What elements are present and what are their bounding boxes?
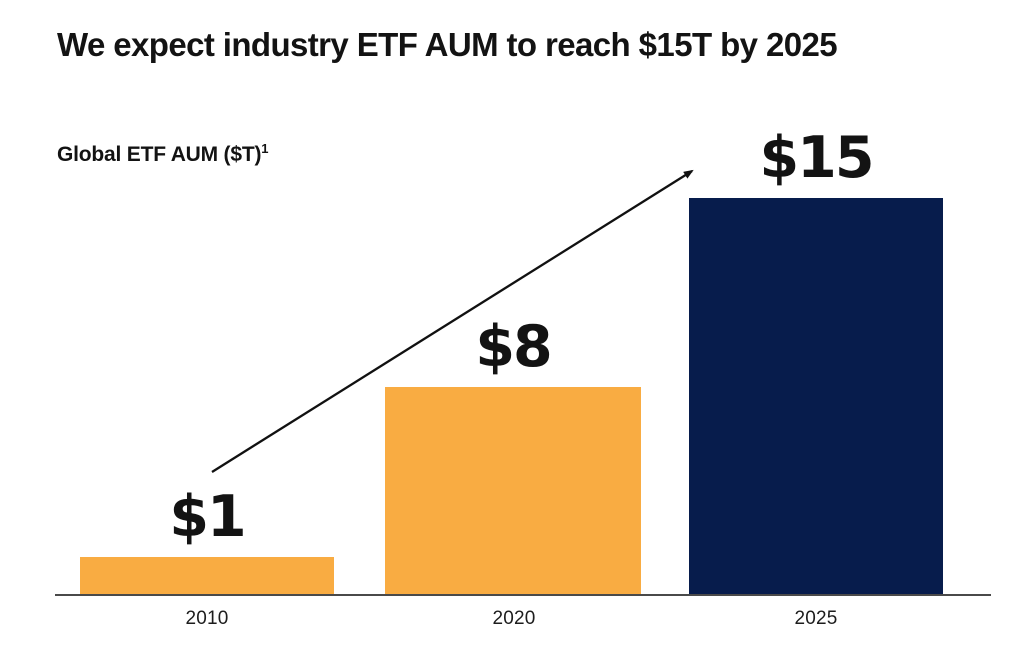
x-tick-2010: 2010 — [185, 608, 229, 629]
value-label-2010: $1 — [169, 484, 246, 550]
chart-title: We expect industry ETF AUM to reach $15T… — [57, 26, 838, 63]
bar-2020 — [385, 387, 641, 594]
value-label-2020: $8 — [475, 314, 552, 380]
bar-group-2025: $15 — [689, 0, 943, 594]
value-label-2025: $15 — [759, 125, 875, 191]
y-axis-title-text: Global ETF AUM ($T) — [57, 143, 262, 166]
y-axis-title: Global ETF AUM ($T)1 — [57, 141, 269, 167]
bar-group-2010: $1 — [80, 0, 334, 594]
bar-2010 — [80, 557, 334, 594]
x-axis-line — [55, 594, 991, 596]
bar-2025 — [689, 198, 943, 594]
footnote-marker: 1 — [261, 141, 269, 156]
x-tick-2020: 2020 — [492, 608, 536, 629]
x-tick-2025: 2025 — [794, 608, 838, 629]
bar-group-2020: $8 — [385, 0, 641, 594]
